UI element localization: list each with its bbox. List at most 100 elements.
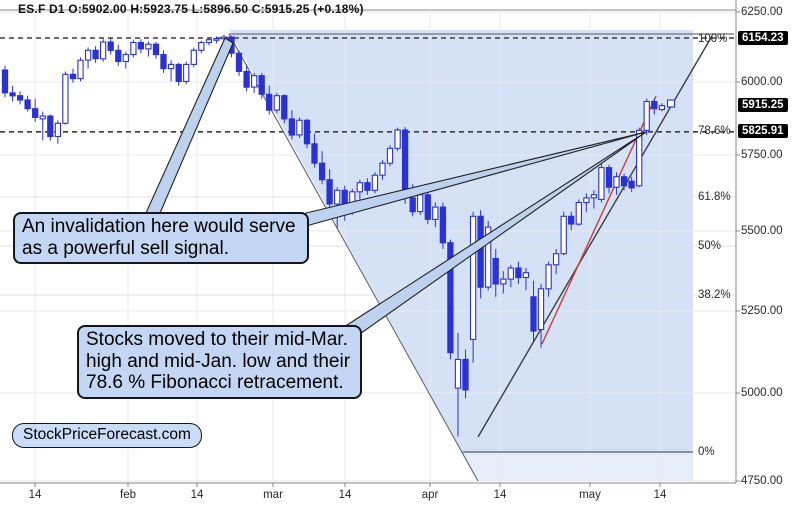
candle-up [273,95,280,111]
candle-up [552,253,560,266]
candle-up [598,167,605,200]
candle-up [432,206,439,220]
price-axis-label: 6000.00 [741,76,783,88]
candle-up [190,49,197,65]
candle-down [620,176,628,187]
fibonacci-percent-label: 50% [698,240,722,252]
candle-down [288,118,296,136]
candle-down [281,95,288,120]
candle-up [522,272,530,279]
candle-down [318,162,326,181]
candle-up [213,38,220,41]
candle-up [394,129,401,149]
candle-down [47,115,54,138]
candle-up [454,358,462,389]
watermark-badge: StockPriceForecast.com [12,423,202,448]
price-axis-label: 4750.00 [741,475,783,487]
candle-up [205,39,213,44]
candle-down [160,53,167,70]
candle-down [303,119,311,145]
candle-down [447,242,454,354]
price-axis-badge: 5915.25 [738,98,788,112]
candle-down [24,99,31,110]
candle-up [507,267,514,280]
candle-down [424,194,431,220]
last-price-marker [666,99,676,108]
candle-up [575,201,582,225]
candle-down [605,167,613,188]
candle-down [462,358,469,391]
price-axis-label: 5750.00 [741,149,783,161]
candle-down [32,108,39,118]
candle-up [62,73,69,124]
candle-down [69,73,77,80]
candle-down [235,52,243,72]
candle-down [175,63,182,82]
candle-down [92,49,99,60]
fibonacci-percent-label: 78.6% [698,125,731,137]
candle-up [183,63,190,82]
candle-up [469,215,477,340]
candle-up [167,63,175,70]
annotation-line: An invalidation here would serve [22,216,296,237]
candle-down [401,129,409,199]
candle-down [311,143,318,164]
candle-up [251,75,258,88]
candle-down [568,215,575,225]
candle-down [530,296,537,332]
candle-up [658,105,666,111]
time-axis-label: mar [263,489,283,501]
fibonacci-percent-label: 38.2% [698,289,731,301]
candle-up [54,122,62,138]
candle-up [545,264,552,290]
price-axis-label: 6250.00 [741,6,783,18]
candle-down [628,180,635,189]
fibonacci-percent-label: 61.8% [698,191,731,203]
candle-up [334,189,341,205]
candle-up [296,119,303,136]
candle-up [643,100,650,131]
candle-down [515,267,522,279]
candle-down [1,69,9,94]
annotation-fibonacci-note[interactable]: Stocks moved to their mid-Mar. high and … [77,325,362,399]
candle-up [560,215,567,255]
time-axis-label: 14 [190,489,204,501]
leader-peak-to-invalidation-note[interactable] [145,37,234,214]
candle-up [500,278,507,285]
candle-up [379,162,386,176]
annotation-line: Stocks moved to their mid-Mar. [86,329,348,350]
time-axis-label: may [579,489,601,501]
candle-up [590,194,598,199]
candle-up [613,176,620,188]
fibonacci-percent-label: 0% [698,446,715,458]
candle-up [198,41,205,51]
fibonacci-percent-label: 100% [698,33,728,45]
candle-up [122,53,129,63]
candle-down [243,70,250,88]
annotation-invalidation-note[interactable]: An invalidation here would serve as a po… [13,212,309,264]
candle-down [258,75,265,95]
price-axis-badge: 5825.91 [738,124,788,138]
candle-down [477,215,484,288]
time-axis-label: apr [421,489,439,501]
candle-up [99,41,107,60]
candle-up [220,36,228,40]
time-axis-label: 14 [653,489,667,501]
candle-up [485,226,492,288]
candle-down [439,206,447,244]
candle-down [9,92,16,97]
candle-up [583,197,590,204]
candle-up [77,59,84,80]
candle-up [371,174,379,191]
candle-up [537,288,545,331]
price-axis-label: 5500.00 [741,225,783,237]
symbol-ohlc-legend: ES.F D1 O:5902.00 H:5923.75 L:5896.50 C:… [18,2,364,16]
candle-down [364,182,371,191]
price-axis-label: 5250.00 [741,305,783,317]
candle-down [409,197,416,213]
price-axis-label: 5000.00 [741,387,783,399]
candle-down [326,179,333,205]
annotation-line: high and mid-Jan. low and their [86,350,351,372]
